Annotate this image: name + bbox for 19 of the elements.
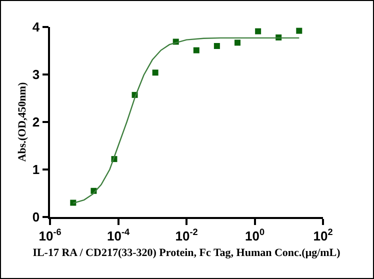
x-tick-label: 10$^{-4}$ bbox=[106, 226, 130, 244]
y-tick-label: 4 bbox=[32, 20, 40, 35]
x-tick-label: 10$^{-6}$ bbox=[38, 226, 62, 244]
x-tick-label: 10$^{0}$ bbox=[244, 226, 265, 244]
y-tick-label: 2 bbox=[32, 114, 40, 130]
x-tick-label: 10$^{2}$ bbox=[313, 226, 333, 244]
y-tick-label: 0 bbox=[32, 210, 40, 225]
point bbox=[152, 70, 158, 76]
point bbox=[296, 28, 302, 34]
point bbox=[70, 200, 76, 206]
point bbox=[255, 28, 262, 34]
x-axis-title: IL-17 RA / CD217(33-320) Protein, Fc Tag, Human Conc.(μg/mL) bbox=[32, 247, 341, 260]
point bbox=[193, 47, 200, 54]
y-tick-label: 3 bbox=[32, 67, 40, 82]
point bbox=[234, 40, 241, 46]
x-tick-label: 10$^{-2}$ bbox=[175, 226, 198, 244]
y-tick-label: 1 bbox=[32, 162, 40, 178]
point bbox=[214, 43, 220, 49]
y-axis-title: Abs.(OD,450nm) bbox=[16, 82, 29, 162]
